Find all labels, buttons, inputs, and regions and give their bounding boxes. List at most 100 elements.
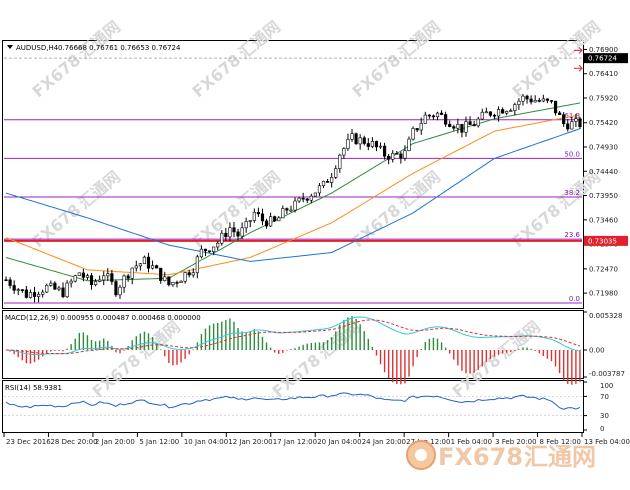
- candle: [45, 283, 49, 294]
- current-price-tag: 0.76724: [584, 53, 628, 64]
- x-tick-label: 28 Dec 20:00: [50, 438, 97, 446]
- candle-layer: [4, 93, 582, 303]
- candle: [439, 110, 444, 116]
- candle: [191, 268, 195, 278]
- candle: [65, 280, 69, 299]
- candle: [134, 260, 138, 272]
- candle: [529, 95, 533, 105]
- candle: [378, 142, 383, 149]
- logo-text: FX678: [438, 443, 523, 471]
- candle: [574, 113, 578, 128]
- candle: [553, 100, 558, 116]
- candle: [150, 260, 155, 270]
- candle: [346, 133, 350, 151]
- x-tick-label: 5 Jan 12:00: [139, 438, 179, 446]
- candle: [256, 207, 261, 217]
- fib-level-label: 38.2: [564, 189, 580, 197]
- logo-emblem-inner-icon: [415, 449, 427, 461]
- candle: [244, 217, 248, 233]
- candle: [224, 227, 228, 241]
- candle: [289, 205, 293, 212]
- candle: [36, 291, 41, 303]
- x-tick-label: 2 Jan 20:00: [95, 438, 135, 446]
- candle: [374, 140, 379, 152]
- candle: [8, 277, 12, 289]
- candle: [240, 222, 244, 240]
- candle: [464, 116, 468, 137]
- candle: [142, 255, 147, 265]
- candle: [93, 278, 98, 287]
- candle: [334, 165, 338, 179]
- candle: [342, 147, 346, 159]
- candle: [220, 230, 224, 246]
- rsi-label: RSI(14) 58.9381: [5, 384, 62, 392]
- candle: [545, 98, 550, 104]
- candle: [20, 289, 24, 293]
- candle: [444, 111, 448, 127]
- candle: [476, 116, 480, 128]
- key-level-tag: 0.73035: [584, 235, 628, 246]
- price-y-tick-label: 0.74440: [589, 168, 618, 176]
- candle: [232, 222, 236, 238]
- candle: [89, 273, 94, 290]
- candle: [32, 286, 37, 303]
- x-tick-label: 24 Jan 20:00: [362, 438, 406, 446]
- candle: [69, 278, 73, 288]
- candle: [57, 285, 61, 292]
- candle: [505, 110, 509, 116]
- candle: [106, 268, 110, 281]
- candle: [187, 269, 191, 278]
- candle: [167, 276, 171, 287]
- macd-signal-line: [5, 319, 581, 355]
- fib-level-label: 23.6: [564, 231, 580, 239]
- candle: [350, 128, 354, 142]
- key-level-tag-label: 0.73035: [588, 237, 617, 245]
- symbol-dropdown-icon[interactable]: [7, 45, 13, 49]
- candle: [399, 151, 403, 164]
- candle: [273, 215, 277, 223]
- price-y-tick-label: 0.75920: [589, 94, 618, 102]
- symbol-label[interactable]: AUDUSD,H4: [16, 44, 59, 52]
- candle: [549, 100, 554, 104]
- candle: [354, 132, 358, 145]
- x-tick-label: 17 Jan 12:00: [273, 438, 317, 446]
- candle: [28, 289, 33, 299]
- candle: [195, 254, 199, 279]
- candle: [53, 281, 57, 291]
- candle: [293, 197, 297, 213]
- price-y-tick-label: 0.76900: [589, 46, 618, 54]
- candle: [159, 267, 163, 284]
- rsi-line: [5, 392, 581, 410]
- candle: [415, 128, 419, 133]
- candle: [73, 274, 77, 283]
- candle: [509, 108, 513, 113]
- current-price-tag-label: 0.76724: [588, 55, 617, 63]
- ma-mid-line: [5, 114, 581, 276]
- price-y-tick-label: 0.74930: [589, 144, 618, 152]
- candle: [435, 111, 440, 121]
- candle: [387, 153, 391, 165]
- fx678-logo: FX678 汇通网: [406, 440, 596, 471]
- candle: [212, 246, 216, 256]
- candle: [338, 153, 342, 173]
- rsi-y-tick-label: 100: [600, 382, 613, 390]
- candle: [456, 118, 460, 134]
- candle: [305, 197, 309, 204]
- axis-layer: 0.76900 0.76410 0.75920 0.75420 0.74930 0.744…: [3, 46, 630, 446]
- price-y-tick-label: 0.73950: [589, 192, 618, 200]
- x-tick-label: 10 Jan 04:00: [184, 438, 228, 446]
- moving-average-layer: [5, 102, 581, 282]
- candle: [216, 241, 220, 251]
- candle: [203, 248, 208, 257]
- candle: [122, 274, 126, 293]
- candle: [12, 280, 16, 294]
- rsi-layer: [4, 392, 582, 416]
- candle: [24, 285, 28, 299]
- macd-y-tick-label: -0.003787: [589, 370, 625, 378]
- candle: [419, 117, 423, 135]
- candle: [325, 178, 330, 183]
- candle: [199, 245, 204, 259]
- candle: [163, 271, 167, 282]
